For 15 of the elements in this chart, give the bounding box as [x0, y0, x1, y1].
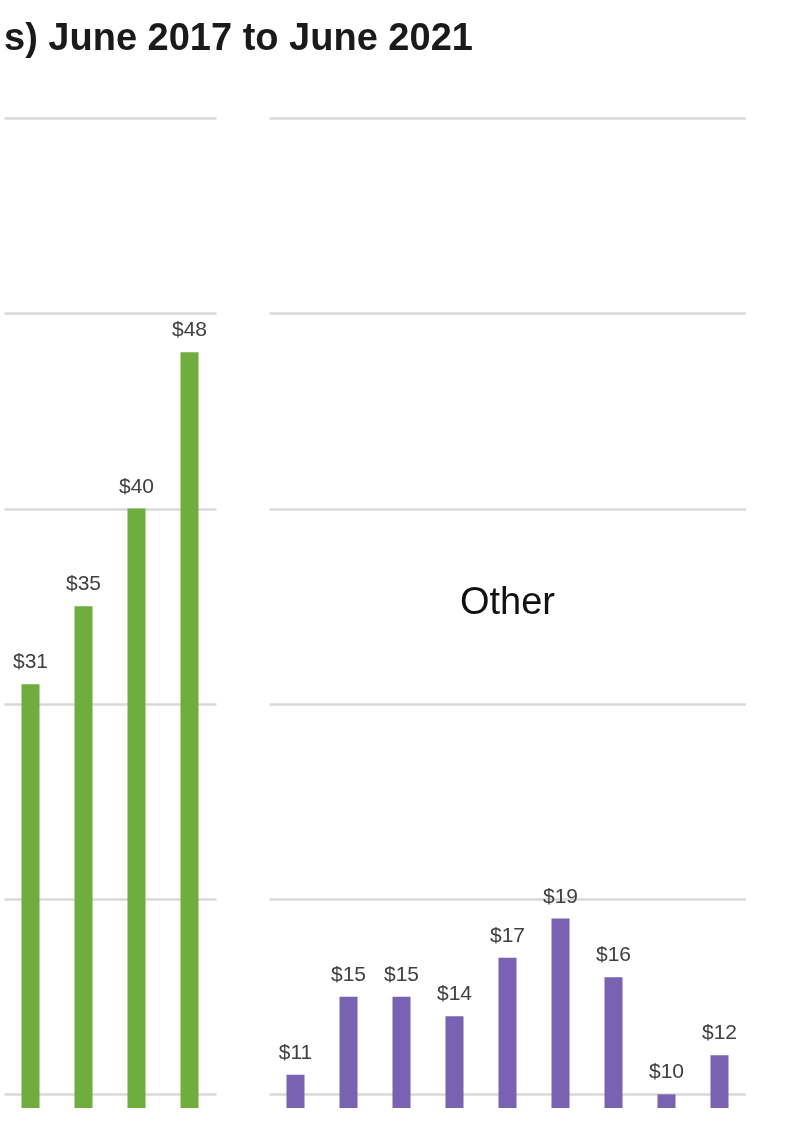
- data-label: $16: [595, 942, 632, 966]
- data-label: $31: [12, 649, 49, 673]
- data-label: $35: [65, 571, 102, 595]
- data-label: $15: [383, 961, 420, 985]
- data-label: $40: [118, 473, 155, 497]
- data-label: $11: [278, 1039, 313, 1063]
- data-label: $48: [171, 317, 208, 341]
- data-label: $10: [648, 1059, 685, 1083]
- chart-title: s) June 2017 to June 2021: [4, 16, 473, 58]
- annotation: Other: [459, 580, 556, 623]
- data-label: $14: [436, 981, 473, 1005]
- data-label: $17: [489, 922, 526, 946]
- data-label: $19: [542, 883, 579, 907]
- data-label: $12: [701, 1020, 738, 1044]
- data-label: $15: [330, 961, 367, 985]
